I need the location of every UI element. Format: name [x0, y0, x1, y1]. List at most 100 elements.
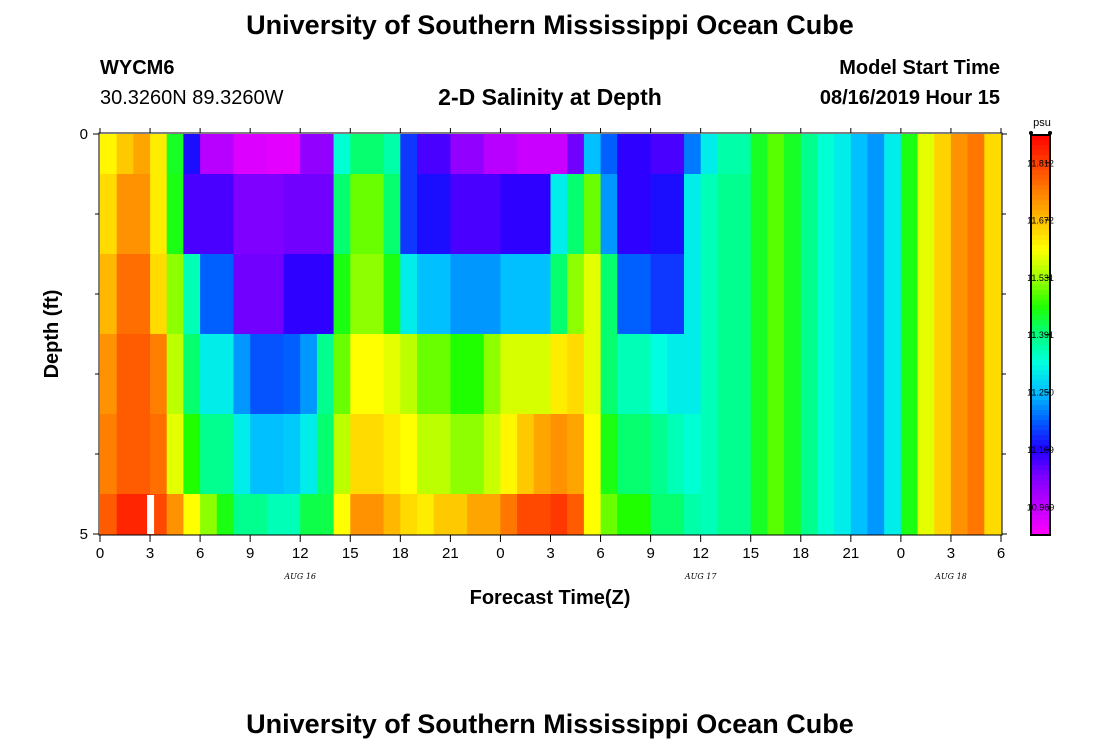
heat-cell-3-17 — [483, 334, 502, 415]
heat-cell-2-32 — [884, 254, 902, 335]
heat-cell-3-3 — [166, 334, 184, 415]
x-tick-label-14: 18 — [792, 545, 809, 562]
colorbar-tick-label-6: 10.969 — [1027, 502, 1055, 512]
heat-cell-3-34 — [834, 334, 852, 415]
heat-cell-0-8 — [266, 134, 301, 175]
colorbar-step-39 — [1031, 330, 1050, 336]
heat-cell-1-17 — [600, 174, 618, 255]
heat-cell-4-14 — [400, 414, 418, 495]
heat-cell-4-43 — [950, 414, 969, 495]
colorbar-step-57 — [1031, 420, 1050, 426]
heat-cell-4-19 — [517, 414, 535, 495]
heat-cell-3-14 — [400, 334, 418, 415]
heat-cell-4-35 — [817, 414, 835, 495]
heat-cell-0-24 — [700, 134, 718, 175]
colorbar-step-6 — [1031, 165, 1050, 171]
heat-cell-1-34 — [934, 174, 952, 255]
colorbar-step-54 — [1031, 405, 1050, 411]
heat-cell-1-29 — [850, 174, 869, 255]
heat-cell-2-25 — [767, 254, 785, 335]
heat-cell-5-17 — [500, 494, 518, 535]
heat-cell-2-36 — [950, 254, 969, 335]
heat-cell-5-41 — [967, 494, 985, 535]
heat-cell-4-17 — [483, 414, 502, 495]
heat-cell-0-13 — [400, 134, 418, 175]
heat-cell-1-26 — [800, 174, 819, 255]
heat-cell-0-12 — [383, 134, 401, 175]
heat-cell-4-30 — [717, 414, 752, 495]
heat-cell-3-22 — [600, 334, 618, 415]
heat-cell-4-32 — [767, 414, 785, 495]
heat-cell-5-22 — [600, 494, 618, 535]
heat-cell-2-31 — [867, 254, 885, 335]
colorbar-step-68 — [1031, 475, 1050, 481]
colorbar-step-9 — [1031, 180, 1050, 186]
heat-cell-3-26 — [684, 334, 702, 415]
colorbar-step-27 — [1031, 270, 1050, 276]
heat-cell-1-25 — [784, 174, 802, 255]
colorbar-step-35 — [1031, 310, 1050, 316]
heat-cell-0-5 — [183, 134, 201, 175]
heat-cell-5-3 — [166, 494, 184, 535]
heat-cell-1-18 — [617, 174, 652, 255]
heat-cell-3-24 — [650, 334, 668, 415]
heat-cell-4-29 — [700, 414, 718, 495]
heat-cell-5-9 — [300, 494, 335, 535]
colorbar-step-59 — [1031, 430, 1050, 436]
heat-cell-4-13 — [383, 414, 401, 495]
heat-cell-4-25 — [617, 414, 652, 495]
heat-cell-4-18 — [500, 414, 518, 495]
footer-title: University of Southern Mississippi Ocean… — [246, 709, 854, 739]
heat-cell-1-14 — [550, 174, 568, 255]
heat-cell-3-7 — [250, 334, 285, 415]
heat-cell-5-26 — [700, 494, 718, 535]
colorbar-step-5 — [1031, 160, 1050, 166]
y-tick-label-1: 5 — [80, 526, 88, 543]
heat-cell-5-28 — [750, 494, 768, 535]
heat-cell-0-11 — [350, 134, 385, 175]
heat-cell-1-23 — [750, 174, 768, 255]
x-tick-label-1: 3 — [146, 545, 154, 562]
colorbar-step-70 — [1031, 485, 1050, 491]
colorbar-tick-label-5: 11.109 — [1027, 445, 1054, 455]
heat-cell-5-35 — [867, 494, 885, 535]
x-tick-label-6: 18 — [392, 545, 409, 562]
heat-cell-4-0 — [100, 414, 118, 495]
heat-cell-4-5 — [200, 414, 235, 495]
date-label-1: AUG 17 — [684, 572, 718, 581]
colorbar-step-24 — [1031, 255, 1050, 261]
x-tick-label-15: 21 — [842, 545, 859, 562]
colorbar-step-46 — [1031, 365, 1050, 371]
x-tick-label-18: 6 — [997, 545, 1005, 562]
heat-cell-0-10 — [333, 134, 351, 175]
colorbar-step-74 — [1031, 505, 1050, 511]
heat-cell-4-16 — [450, 414, 485, 495]
plot-frame — [98, 132, 1003, 536]
colorbar-step-2 — [1031, 145, 1050, 151]
heat-cell-2-16 — [567, 254, 585, 335]
colorbar-step-78 — [1031, 525, 1050, 531]
heat-cell-2-9 — [350, 254, 385, 335]
heat-cell-1-32 — [900, 174, 919, 255]
heat-cell-1-3 — [166, 174, 184, 255]
heat-cell-2-1 — [116, 254, 151, 335]
heat-cell-5-30 — [784, 494, 802, 535]
heat-cell-3-18 — [500, 334, 552, 415]
colorbar-step-14 — [1031, 205, 1050, 211]
heat-cell-5-1 — [116, 494, 151, 535]
heat-cell-5-18 — [517, 494, 552, 535]
colorbar-step-38 — [1031, 325, 1050, 331]
colorbar-corner-left — [1029, 131, 1033, 135]
colorbar-step-4 — [1031, 155, 1050, 161]
heat-cell-0-36 — [917, 134, 935, 175]
heat-cell-1-36 — [967, 174, 985, 255]
heat-cell-5-0 — [100, 494, 118, 535]
x-tick-label-17: 3 — [947, 545, 955, 562]
heat-cell-1-13 — [500, 174, 552, 255]
heat-cell-4-15 — [417, 414, 451, 495]
heat-cell-3-9 — [300, 334, 318, 415]
heat-cell-4-34 — [800, 414, 819, 495]
heat-cell-2-38 — [984, 254, 1002, 335]
colorbar-step-63 — [1031, 450, 1050, 456]
